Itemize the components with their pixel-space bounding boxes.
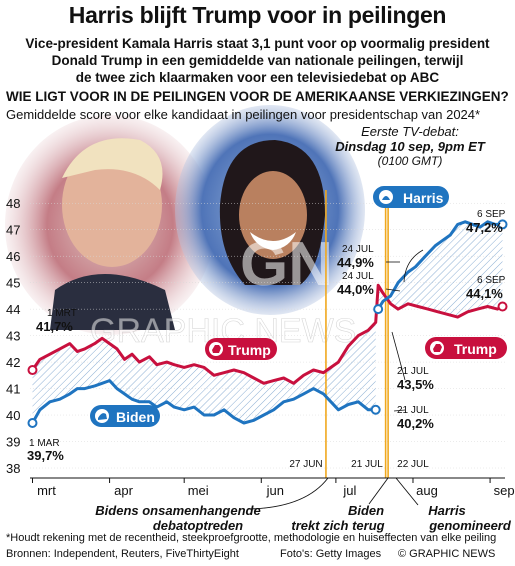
annotation-biden-start-date: 1 MAR [29, 438, 60, 449]
tv-debate-note: Eerste TV-debat: Dinsdag 10 sep, 9pm ET … [320, 124, 500, 168]
y-tick-label: 44 [6, 302, 20, 317]
event-date-21jul: 21 JUL [351, 459, 383, 470]
gap-hatching [32, 221, 503, 423]
tv-debate-line-1: Eerste TV-debat: [361, 124, 459, 139]
event-captions: 27 JUN 21 JUL 22 JUL Bidens onsamenhange… [95, 459, 512, 533]
series-endpoint-trump [27, 365, 38, 376]
x-tick-label: jun [266, 483, 284, 498]
trump-label-left: Trump [205, 338, 277, 360]
x-tick-label: apr [114, 483, 133, 498]
series-lines [27, 219, 508, 428]
annotations: 1 MRT 41,7% 1 MAR 39,7% 24 JUL 44,9% 24 … [27, 209, 506, 463]
y-tick-label: 46 [6, 249, 20, 264]
harris-photo [175, 105, 365, 315]
watermark-text: GRAPHIC NEWS [90, 312, 356, 350]
series-line-harris [376, 220, 504, 311]
subheadline-line-1: Vice-president Kamala Harris staat 3,1 p… [25, 36, 490, 51]
annotation-biden-jul21-date: 21 JUL [397, 405, 429, 416]
y-tick-label: 45 [6, 276, 20, 291]
x-tick-label: jul [342, 483, 356, 498]
y-tick-label: 48 [6, 196, 20, 211]
series-line-biden [31, 379, 378, 425]
y-axis: 38 39 40 41 42 43 44 45 46 47 48 [6, 196, 20, 476]
annotation-harris-jul24b-date: 24 JUL [342, 271, 374, 282]
annotation-harris-jul24-value: 44,9% [337, 255, 374, 270]
event-caption-debate-2: debatoptreden [153, 518, 243, 533]
series-endpoint-harris [373, 304, 384, 315]
y-tick-label: 40 [6, 408, 20, 423]
annotation-harris-jul24b-value: 44,0% [337, 282, 374, 297]
footnote: *Houdt rekening met de recentheid, steek… [6, 532, 497, 544]
annotation-harris-sep6-date: 6 SEP [477, 209, 506, 220]
photo-credits: Foto's: Getty Images [280, 548, 382, 560]
biden-label-text: Biden [116, 409, 155, 425]
event-caption-pointers [247, 477, 419, 510]
annotation-trump-start-value: 41,7% [36, 319, 73, 334]
watermark-logo: GN [240, 230, 333, 299]
annotation-trump-start-date: 1 MRT [47, 308, 77, 319]
y-tick-label: 47 [6, 223, 20, 238]
x-tick-label: mrt [37, 483, 56, 498]
trump-photo [5, 115, 215, 335]
event-date-22jul: 22 JUL [397, 459, 429, 470]
subheadline-line-3: de twee zich klaarmaken voor een televis… [75, 70, 440, 85]
copyright: © GRAPHIC NEWS [398, 548, 496, 560]
annotation-trump-sep6-value: 44,1% [466, 286, 503, 301]
y-tick-label: 39 [6, 435, 20, 450]
series-endpoint-harris [497, 219, 508, 230]
event-caption-biden-1: Biden [348, 503, 384, 518]
series-endpoint-biden [27, 417, 38, 428]
trump-label-right: Trump [425, 337, 507, 359]
annotation-harris-sep6-value: 47,2% [466, 220, 503, 235]
series-line-trump [31, 283, 504, 385]
y-tick-label: 41 [6, 382, 20, 397]
annotation-trump-sep6-date: 6 SEP [477, 275, 506, 286]
event-caption-harris-1: Harris [428, 503, 466, 518]
event-caption-biden-2: trekt zich terug [291, 518, 384, 533]
trump-label-left-text: Trump [228, 342, 271, 358]
x-axis: mrt apr mei jun jul aug sep [30, 477, 515, 498]
headline: Harris blijft Trump voor in peilingen [68, 2, 447, 28]
series-endpoint-trump [497, 301, 508, 312]
annotation-pointers [385, 249, 424, 412]
event-date-27jun: 27 JUN [289, 459, 322, 470]
annotation-trump-jul21-date: 21 JUL [397, 366, 429, 377]
annotation-biden-jul21-value: 40,2% [397, 416, 434, 431]
annotation-harris-jul24-date: 24 JUL [342, 244, 374, 255]
y-tick-label: 43 [6, 329, 20, 344]
hatch-harris-trump [378, 221, 503, 318]
chart-subheading: Gemiddelde score voor elke kandidaat in … [6, 107, 481, 122]
subheadline-line-2: Donald Trump in een gemiddelde van natio… [51, 53, 464, 68]
event-caption-debate-1: Bidens onsamenhangende [95, 503, 260, 518]
harris-label-text: Harris [403, 190, 444, 206]
x-tick-label: sep [494, 483, 515, 498]
x-tick-label: aug [416, 483, 438, 498]
x-tick-label: mei [188, 483, 209, 498]
tv-debate-line-3: (0100 GMT) [377, 154, 443, 168]
event-lines [325, 190, 389, 478]
annotation-biden-start-value: 39,7% [27, 448, 64, 463]
y-tick-label: 42 [6, 355, 20, 370]
annotation-trump-jul21-value: 43,5% [397, 377, 434, 392]
trump-label-right-text: Trump [454, 341, 497, 357]
sources: Bronnen: Independent, Reuters, FiveThirt… [6, 548, 239, 560]
biden-label: Biden [90, 405, 160, 427]
harris-label: Harris [373, 186, 449, 208]
event-caption-harris-2: genomineerd [428, 518, 512, 533]
hatch-trump-biden [32, 322, 376, 423]
tv-debate-line-2: Dinsdag 10 sep, 9pm ET [335, 139, 485, 154]
series-endpoint-biden [370, 404, 381, 415]
y-tick-label: 38 [6, 461, 20, 476]
chart-heading: WIE LIGT VOOR IN DE PEILINGEN VOOR DE AM… [6, 89, 509, 104]
